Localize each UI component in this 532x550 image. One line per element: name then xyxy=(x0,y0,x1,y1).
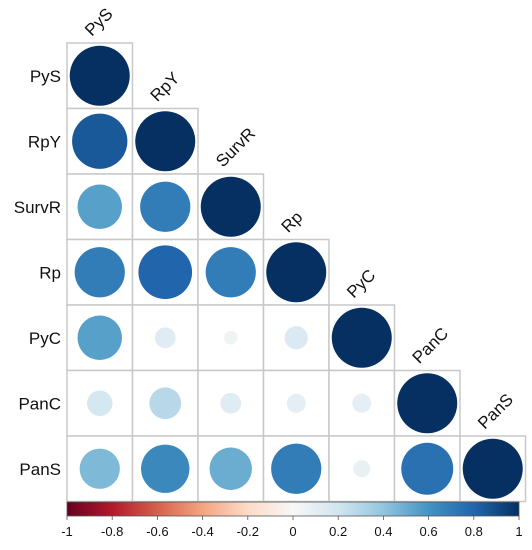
circle-PanC-RpY xyxy=(149,387,182,420)
row-label-PanC: PanC xyxy=(18,394,61,413)
colorbar-tick-label: -0.8 xyxy=(101,524,123,539)
column-label-SurvR: SurvR xyxy=(212,124,259,171)
circle-PanS-SurvR xyxy=(209,447,252,490)
colorbar-tick-label: 0 xyxy=(289,524,296,539)
circle-PanS-PanS xyxy=(462,438,523,499)
circle-PyS-PyS xyxy=(69,45,130,106)
column-label-PyS: PyS xyxy=(81,4,116,39)
colorbar-tick-label: 0.2 xyxy=(329,524,347,539)
column-label-RpY: RpY xyxy=(147,69,184,106)
circle-RpY-RpY xyxy=(135,111,196,172)
column-label-PanC: PanC xyxy=(409,324,453,368)
row-label-PyS: PyS xyxy=(30,67,61,86)
row-labels: PyS RpY SurvR Rp PyC PanC PanS xyxy=(14,67,61,479)
colorbar-tick-label: 0.4 xyxy=(374,524,392,539)
circle-PanC-Rp xyxy=(286,393,306,413)
colorbar xyxy=(66,501,520,517)
column-label-PanS: PanS xyxy=(474,390,517,433)
column-label-Rp: Rp xyxy=(278,208,307,237)
circle-PanS-PanC xyxy=(401,442,454,495)
circle-Rp-PyS xyxy=(74,247,125,298)
cell-PyC-Rp xyxy=(262,304,330,372)
circle-PanS-PyC xyxy=(353,460,371,478)
row-label-Rp: Rp xyxy=(39,263,61,282)
circle-PanS-PyS xyxy=(79,448,120,489)
circle-PanS-Rp xyxy=(271,443,322,494)
colorbar-tick-label: -0.4 xyxy=(191,524,213,539)
circle-SurvR-PyS xyxy=(77,184,122,229)
circle-PanC-SurvR xyxy=(220,392,242,414)
colorbar-tick-label: -0.2 xyxy=(237,524,259,539)
circle-PanC-PanC xyxy=(397,373,458,434)
colorbar-tick-label: 1 xyxy=(515,524,522,539)
circle-Rp-RpY xyxy=(138,245,193,300)
circle-SurvR-RpY xyxy=(140,181,191,232)
colorbar-tick-label: -0.6 xyxy=(146,524,168,539)
circle-PyC-PyS xyxy=(77,315,122,360)
row-label-PanS: PanS xyxy=(19,460,61,479)
circle-PanC-PyC xyxy=(352,393,372,413)
row-label-RpY: RpY xyxy=(28,132,61,151)
colorbar-tick-label: 0.6 xyxy=(420,524,438,539)
row-label-PyC: PyC xyxy=(29,329,61,348)
colorbar-ticks: -1 -0.8 -0.6 -0.4 -0.2 0 0.2 0.4 0.6 0.8 1 xyxy=(61,516,523,539)
matrix-circles xyxy=(69,45,523,499)
circle-PyC-Rp xyxy=(284,326,308,350)
circle-SurvR-SurvR xyxy=(200,176,261,237)
cell-PanS-PyS xyxy=(66,435,134,503)
circle-RpY-PyS xyxy=(72,113,128,169)
circle-PyC-RpY xyxy=(154,327,176,349)
circle-PyC-PyC xyxy=(331,307,392,368)
circle-PyC-SurvR xyxy=(224,331,238,345)
column-label-PyC: PyC xyxy=(343,266,379,302)
circle-Rp-Rp xyxy=(266,242,327,303)
circle-PanS-RpY xyxy=(141,444,190,493)
circle-PanC-PyS xyxy=(87,390,113,416)
row-label-SurvR: SurvR xyxy=(14,198,61,217)
colorbar-tick-label: -1 xyxy=(61,524,73,539)
colorbar-tick-label: 0.8 xyxy=(465,524,483,539)
circle-Rp-SurvR xyxy=(205,247,256,298)
